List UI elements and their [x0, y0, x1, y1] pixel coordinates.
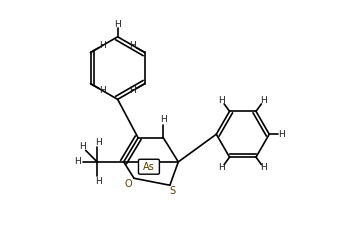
- Text: H: H: [114, 20, 121, 29]
- Text: H: H: [260, 96, 267, 105]
- Text: H: H: [79, 142, 85, 151]
- Text: H: H: [160, 115, 167, 124]
- Text: H: H: [95, 138, 102, 147]
- Text: H: H: [218, 163, 225, 172]
- Text: H: H: [74, 157, 81, 166]
- Text: H: H: [218, 96, 225, 105]
- Text: H: H: [95, 177, 102, 186]
- Text: H: H: [129, 41, 136, 50]
- Text: As: As: [143, 162, 155, 172]
- Text: O: O: [125, 179, 133, 189]
- Text: S: S: [169, 186, 175, 196]
- Text: H: H: [99, 41, 106, 50]
- Text: H: H: [260, 163, 267, 172]
- Text: H: H: [278, 130, 285, 139]
- Text: H: H: [99, 86, 106, 95]
- Text: H: H: [129, 86, 136, 95]
- FancyBboxPatch shape: [138, 159, 160, 174]
